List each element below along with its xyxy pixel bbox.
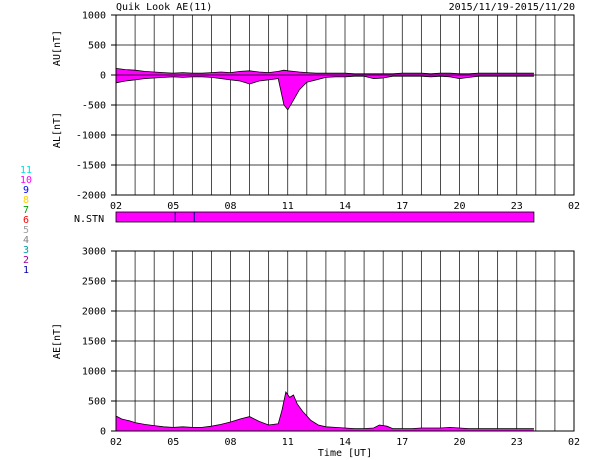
au-al-y-tick-label: 500 <box>88 41 106 52</box>
ae-axis-label: AE[nT] <box>52 323 63 359</box>
au-axis-label: AU[nT] <box>52 30 63 66</box>
au-al-y-tick-label: -1500 <box>76 161 106 172</box>
au-series-line <box>115 68 534 75</box>
au-al-y-tick-label: -1000 <box>76 131 106 142</box>
nstn-bar <box>115 211 535 223</box>
al-series-area <box>116 75 534 110</box>
station-legend-5: 5 <box>23 225 29 236</box>
chart-title: Quik Look AE(11) <box>116 2 212 13</box>
au-al-x-tick-label: 23 <box>511 201 523 212</box>
au-al-x-tick-label: 17 <box>396 201 408 212</box>
ae-y-tick-label: 500 <box>88 397 106 408</box>
ae-plot <box>115 391 534 431</box>
au-al-x-tick-label: 14 <box>339 201 351 212</box>
ae-y-tick-label: 2000 <box>82 307 106 318</box>
ae-x-ticks: 02 05 08 11 14 17 20 23 02 <box>110 437 580 448</box>
ae-y-tick-label: 1500 <box>82 337 106 348</box>
ae-x-tick-label: 14 <box>339 437 351 448</box>
ae-x-tick-label: 20 <box>453 437 465 448</box>
al-axis-label: AL[nT] <box>52 112 63 148</box>
au-al-plot <box>115 68 534 111</box>
ae-series-line <box>115 391 534 429</box>
au-al-y-tick-label: 0 <box>100 71 106 82</box>
au-al-y-ticks: 1000 500 0 -500 -1000 -1500 -2000 <box>76 11 116 202</box>
station-legend-1: 1 <box>23 265 29 276</box>
ae-x-tick-label: 02 <box>568 437 580 448</box>
station-legend-11: 11 <box>20 165 32 176</box>
ae-y-tick-label: 0 <box>100 427 106 438</box>
au-al-x-tick-label: 20 <box>453 201 465 212</box>
station-legend-10: 10 <box>20 175 32 186</box>
date-range: 2015/11/19-2015/11/20 <box>449 2 575 13</box>
al-series-line <box>115 75 534 111</box>
ae-grid <box>116 250 574 432</box>
ae-x-tick-label: 11 <box>282 437 294 448</box>
x-axis-label: Time [UT] <box>318 448 372 459</box>
ae-series-area <box>116 392 534 431</box>
au-al-x-ticks: 02 05 08 11 14 17 20 23 02 <box>110 201 580 212</box>
ae-x-tick-label: 05 <box>167 437 179 448</box>
au-al-y-tick-label: -2000 <box>76 191 106 202</box>
ae-x-tick-label: 17 <box>396 437 408 448</box>
ae-y-tick-label: 3000 <box>82 247 106 258</box>
au-al-y-tick-label: 1000 <box>82 11 106 22</box>
station-legend-3: 3 <box>23 245 29 256</box>
au-al-x-tick-label: 02 <box>568 201 580 212</box>
ae-x-tick-label: 08 <box>224 437 236 448</box>
au-al-x-tick-label: 05 <box>167 201 179 212</box>
ae-y-tick-label: 2500 <box>82 277 106 288</box>
ae-x-tick-label: 23 <box>511 437 523 448</box>
au-al-x-tick-label: 02 <box>110 201 122 212</box>
station-legend-7: 7 <box>23 205 29 216</box>
station-legend-4: 4 <box>23 235 29 246</box>
au-al-x-tick-label: 11 <box>282 201 294 212</box>
au-al-y-tick-label: -500 <box>82 101 106 112</box>
ae-x-tick-label: 02 <box>110 437 122 448</box>
station-legend-6: 6 <box>23 215 29 226</box>
au-series-area <box>116 68 534 75</box>
ae-y-tick-label: 1000 <box>82 367 106 378</box>
station-legend-8: 8 <box>23 195 29 206</box>
nstn-fill <box>115 211 535 223</box>
nstn-label: N.STN <box>74 214 104 225</box>
au-al-x-tick-label: 08 <box>224 201 236 212</box>
ae-y-ticks: 3000 2500 2000 1500 1000 500 0 <box>82 247 116 438</box>
station-legend-2: 2 <box>23 255 29 266</box>
station-legend-9: 9 <box>23 185 29 196</box>
au-al-grid <box>116 14 574 196</box>
